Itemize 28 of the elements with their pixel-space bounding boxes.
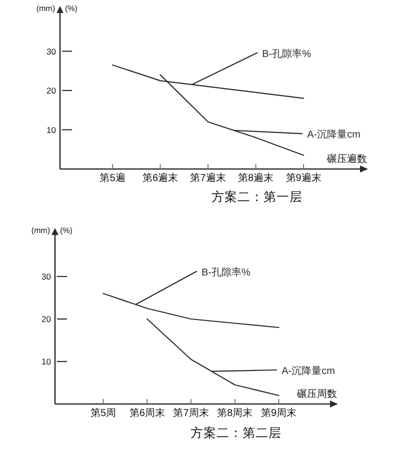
- text: 方案二：第一层: [212, 189, 303, 204]
- text: B-孔隙率%: [202, 266, 250, 278]
- y-tick-label: 30: [46, 46, 56, 56]
- x-tick-label: 第5遍: [100, 172, 126, 184]
- x-tick-label: 第8周末: [217, 407, 253, 419]
- y-tick-label: 20: [46, 86, 56, 96]
- text: B-孔隙率%: [262, 48, 312, 60]
- x-tick-label: 第5周: [90, 407, 116, 419]
- x-tick-label: 第7遍末: [190, 172, 226, 184]
- x-tick-label: 第8遍末: [238, 172, 274, 184]
- annotation: (%): [60, 226, 73, 235]
- x-axis-title: 碾压遍数: [326, 153, 367, 165]
- x-axis-title: 碾压周数: [296, 388, 337, 400]
- series-label: A-沉降量cm: [282, 365, 335, 377]
- annotation: (%): [65, 4, 78, 13]
- x-tick-label: 第9周末: [260, 407, 297, 419]
- x-tick-label: 第6遍末: [142, 172, 178, 184]
- x-tick-label: 第7周末: [173, 407, 209, 419]
- y-axis-title: (mm): [31, 226, 50, 235]
- y-tick-label: 30: [42, 272, 52, 282]
- series-label: A-沉降量cm: [307, 128, 360, 141]
- y-tick-label: 10: [42, 356, 52, 366]
- y-axis-title: (mm): [36, 4, 56, 13]
- x-tick-label: 第9遍末: [286, 172, 322, 184]
- y-tick-label: 10: [46, 124, 56, 135]
- text: 方案二：第二层: [190, 425, 282, 440]
- x-tick-label: 第6周末: [129, 407, 165, 419]
- y-tick-label: 20: [42, 314, 52, 324]
